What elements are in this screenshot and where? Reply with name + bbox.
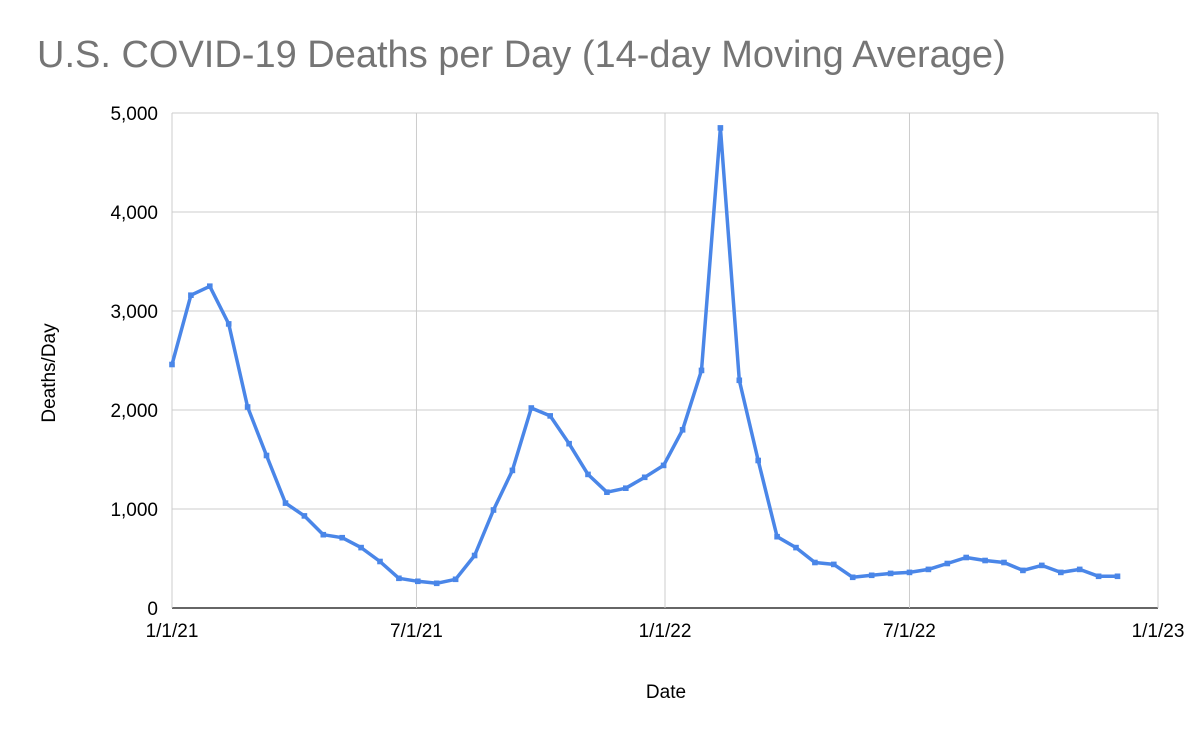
data-point <box>471 552 478 559</box>
data-point <box>736 377 743 384</box>
x-tick-label: 1/1/22 <box>639 621 692 642</box>
x-tick-label: 1/1/23 <box>1132 621 1185 642</box>
data-point <box>509 467 516 474</box>
data-point <box>812 559 818 566</box>
data-point <box>831 561 837 568</box>
gridlines <box>171 112 1159 609</box>
data-point <box>169 361 175 368</box>
data-point <box>698 367 705 374</box>
data-point <box>282 500 289 506</box>
data-point <box>547 413 553 419</box>
data-point <box>887 570 894 577</box>
x-tick-label: 7/1/21 <box>390 621 443 642</box>
x-tick-label: 1/1/21 <box>146 621 199 642</box>
data-point <box>660 462 667 469</box>
data-point <box>755 457 761 464</box>
data-point <box>433 580 440 587</box>
data-point <box>452 576 459 583</box>
data-point <box>585 471 591 478</box>
data-point <box>207 283 213 289</box>
data-point <box>358 544 364 551</box>
chart-title: U.S. COVID-19 Deaths per Day (14-day Mov… <box>37 34 1006 76</box>
data-point <box>1001 559 1007 566</box>
y-tick-label: 3,000 <box>110 302 158 323</box>
data-point <box>377 558 383 565</box>
data-point <box>263 452 270 459</box>
data-point <box>982 557 988 564</box>
data-point <box>1076 566 1083 573</box>
x-tick-label: 7/1/22 <box>883 621 936 642</box>
data-point <box>906 569 913 576</box>
data-point <box>679 427 686 433</box>
data-point <box>396 575 402 582</box>
data-point <box>1114 573 1121 580</box>
y-tick-labels: 0 1,000 2,000 3,000 4,000 5,000 <box>110 104 158 620</box>
y-tick-label: 1,000 <box>110 500 158 521</box>
y-tick-label: 2,000 <box>110 401 158 422</box>
data-point <box>566 440 572 447</box>
data-point <box>1095 573 1102 580</box>
y-tick-label: 4,000 <box>110 203 158 224</box>
y-tick-label: 5,000 <box>110 104 158 125</box>
data-point <box>490 507 497 513</box>
data-point <box>641 474 648 481</box>
data-point <box>320 531 327 538</box>
data-point <box>925 566 932 573</box>
data-point <box>717 125 724 131</box>
data-point <box>301 513 308 519</box>
data-point <box>623 485 629 491</box>
data-point <box>963 554 969 561</box>
data-point <box>225 321 232 327</box>
series-line <box>170 126 1120 586</box>
data-point <box>944 560 951 567</box>
data-point <box>849 574 856 581</box>
data-point <box>415 578 421 585</box>
x-axis-title: Date <box>646 682 686 703</box>
y-axis-title: Deaths/Day <box>39 323 60 423</box>
data-point <box>1039 562 1045 569</box>
y-tick-label: 0 <box>147 599 158 620</box>
x-tick-labels: 1/1/21 7/1/21 1/1/22 7/1/22 1/1/23 <box>146 621 1185 642</box>
data-series <box>169 125 1121 587</box>
data-point <box>604 489 610 495</box>
data-point <box>1058 569 1064 576</box>
data-point <box>244 404 251 410</box>
data-point <box>339 534 345 541</box>
data-point <box>868 572 875 579</box>
data-point <box>774 533 780 540</box>
data-point <box>1020 567 1026 574</box>
data-point <box>188 292 194 298</box>
data-point <box>528 405 535 411</box>
data-point <box>793 544 799 551</box>
